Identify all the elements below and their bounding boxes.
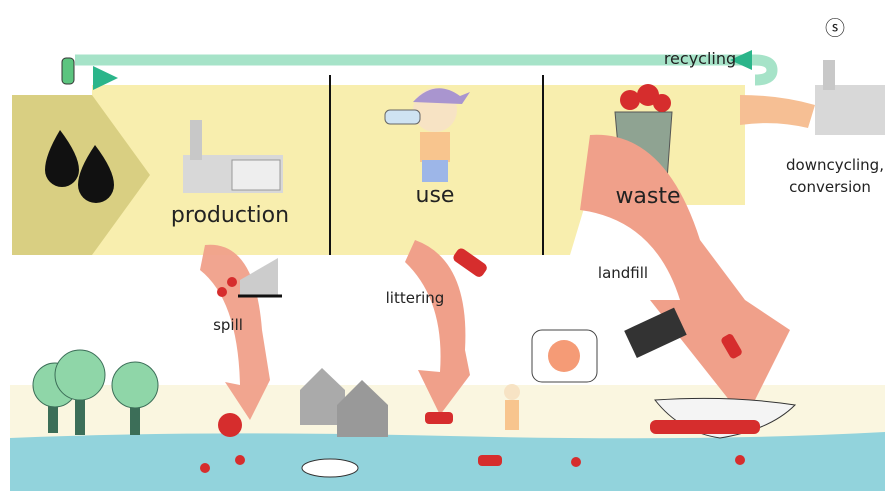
landfill-label: landfill [598,264,648,282]
arrow-head [93,66,118,90]
pellet [227,277,237,287]
house [337,380,388,437]
spill-tank [240,258,278,295]
bottle-pile [620,90,640,110]
cap [413,88,470,104]
stage-label: use [416,183,455,208]
oil-drop [78,145,114,203]
pellet [200,463,210,473]
chimney [823,60,835,90]
pellet [571,457,581,467]
body [505,400,519,430]
bottle-pile [650,420,760,434]
tree-trunk [130,400,140,435]
stage-label: waste [615,184,680,209]
body [420,132,450,162]
tree [54,349,106,401]
head [504,384,520,400]
littering-arrow [405,240,470,415]
stage-label: production [171,203,289,228]
pellet-pile [218,413,242,437]
chimney [190,120,202,160]
bottle [384,109,421,125]
pellet [217,287,227,297]
sad-face [548,340,580,372]
littering-label: littering [386,289,445,307]
tree [111,361,159,409]
tree-trunk [48,395,58,433]
oil-drop [45,130,79,187]
recycling-loop [75,54,778,86]
bottle [453,248,487,277]
bottle [425,412,453,424]
arrow-head [730,50,752,70]
water [10,432,885,491]
downcycling-label: downcycling, [786,156,884,174]
truck [624,307,687,359]
house [300,368,345,425]
smoke: ⓢ [825,16,845,40]
lifecycle-band [92,85,745,255]
downcycling-label: conversion [789,178,871,196]
legs [422,160,448,182]
recycling-label: recycling [664,49,736,68]
bottle-pile [653,94,671,112]
factory [815,85,885,135]
pellet [235,455,245,465]
tree-trunk [75,400,85,435]
fish [301,458,359,478]
bottle [721,334,742,359]
pellet [735,455,745,465]
bottles [231,159,281,191]
downcycling-arrow [740,95,815,128]
spill-label: spill [213,316,243,334]
bottle [478,455,502,466]
bottle-icon [61,57,75,85]
